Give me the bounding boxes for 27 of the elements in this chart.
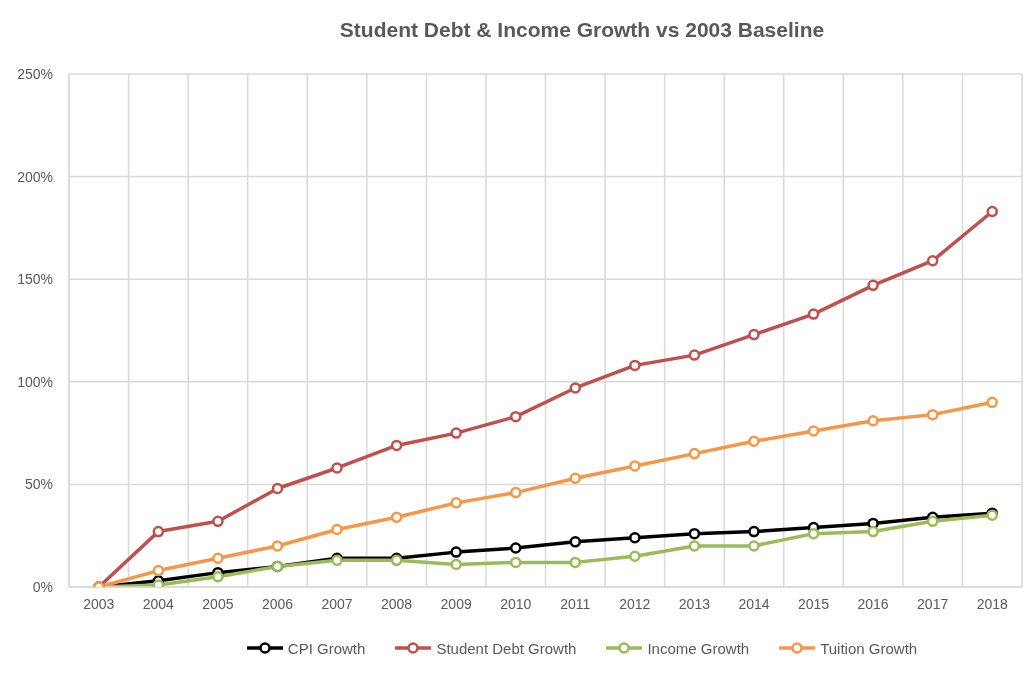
x-tick-label: 2010 [500, 595, 532, 612]
x-tick-label: 2011 [560, 595, 591, 612]
x-tick-label: 2005 [202, 595, 234, 612]
y-tick-label: 200% [17, 168, 53, 185]
y-tick-label: 0% [32, 578, 53, 595]
x-tick-label: 2008 [381, 595, 413, 612]
x-tick-label: 2013 [678, 595, 711, 612]
legend-label: Income Growth [647, 639, 750, 657]
y-tick-label: 150% [17, 271, 53, 288]
x-tick-label: 2006 [261, 595, 294, 612]
x-tick-label: 2009 [440, 595, 472, 612]
x-tick-label: 2003 [83, 595, 115, 612]
x-tick-label: 2015 [797, 595, 830, 612]
legend-label: CPI Growth [287, 639, 366, 657]
x-tick-label: 2014 [738, 595, 770, 612]
x-tick-label: 2004 [142, 595, 175, 612]
x-tick-label: 2018 [976, 595, 1008, 612]
y-tick-label: 50% [24, 476, 53, 493]
x-tick-label: 2017 [917, 595, 949, 612]
chart-title: Student Debt & Income Growth vs 2003 Baseline [338, 18, 826, 42]
y-tick-label: 250% [17, 65, 53, 82]
x-tick-label: 2016 [857, 595, 889, 612]
y-tick-label: 100% [17, 373, 53, 390]
x-tick-label: 2007 [321, 595, 353, 612]
legend-label: Student Debt Growth [436, 639, 577, 657]
x-tick-label: 2012 [619, 595, 651, 612]
legend-label: Tuition Growth [820, 639, 918, 657]
